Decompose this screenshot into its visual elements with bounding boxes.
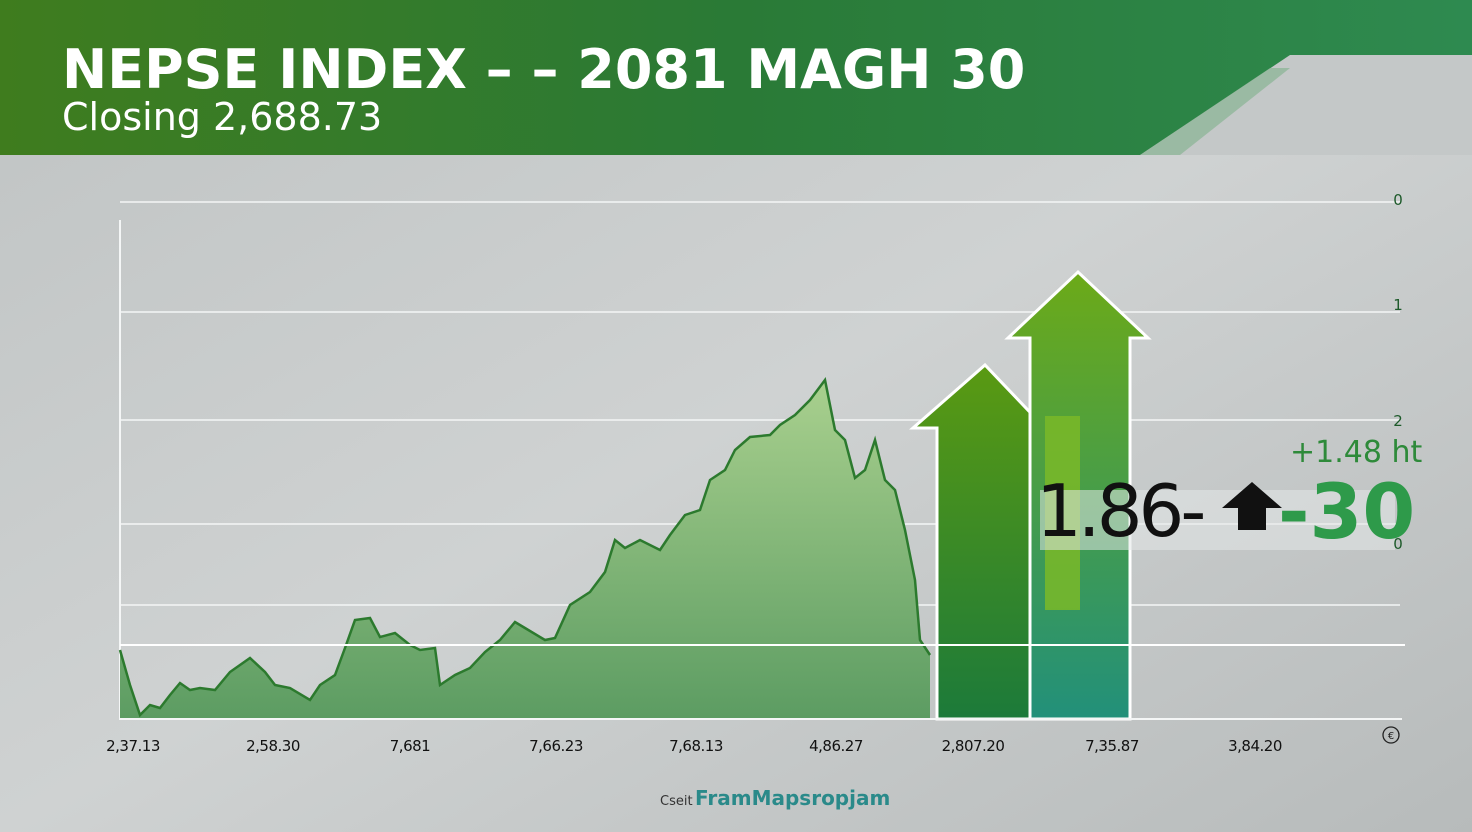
x-label: 2,58.30	[246, 737, 300, 755]
x-label: 7,35.87	[1085, 737, 1139, 755]
copyright-mark: €	[1388, 731, 1394, 742]
right-label: 0	[1393, 535, 1403, 553]
callout-band	[1040, 490, 1395, 550]
x-label: 2,37.13	[106, 737, 160, 755]
x-label: 7,68.13	[669, 737, 723, 755]
right-label: 2	[1393, 412, 1403, 430]
right-labels: 0 1 2 0	[1393, 191, 1403, 553]
x-labels: 2,37.13 2,58.30 7,681 7,66.23 7,68.13 4,86.27…	[106, 737, 1282, 755]
x-label: 2,807.20	[942, 737, 1005, 755]
title: NEPSE INDEX – – 2081 MAGH 30	[62, 38, 1025, 101]
banner-edge	[1140, 68, 1290, 155]
area	[120, 380, 930, 719]
x-label: 7,66.23	[529, 737, 583, 755]
footer-source: FramMapsropjam	[695, 786, 890, 810]
value-label: 1.86-	[1036, 469, 1203, 553]
line	[118, 377, 932, 718]
x-label: 7,681	[390, 737, 430, 755]
up-icon	[1222, 482, 1282, 530]
copyright-icon	[1382, 726, 1400, 744]
right-label: 1	[1393, 296, 1403, 314]
footer-prefix: Cseit	[660, 794, 693, 809]
x-label: 3,84.20	[1228, 737, 1282, 755]
banner-cut	[1140, 55, 1472, 155]
points-label: -30	[1278, 467, 1415, 556]
right-label: 0	[1393, 191, 1403, 209]
x-label: 4,86.27	[809, 737, 863, 755]
change-label: +1.48 ht	[1290, 435, 1422, 470]
subtitle: Closing 2,688.73	[62, 95, 382, 139]
